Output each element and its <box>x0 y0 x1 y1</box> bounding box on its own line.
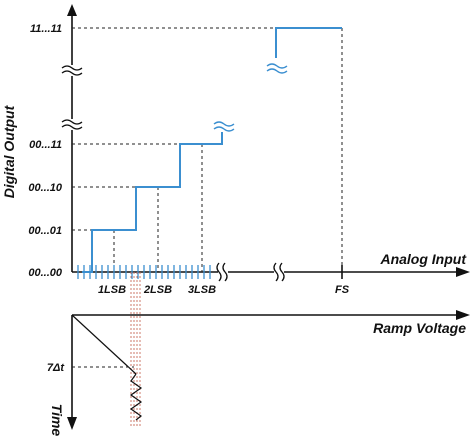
code-label-00-10: 00...10 <box>28 182 63 194</box>
ramp-line <box>71 314 137 375</box>
staircase-break-marks <box>213 121 235 132</box>
digital-output-codes: 00...00 00...01 00...10 00...11 11...11 <box>28 23 63 279</box>
x-axis-arrowhead <box>456 267 470 277</box>
tick-label-3lsb: 3LSB <box>188 284 216 296</box>
y-axis-break-upper <box>61 65 83 76</box>
digital-output-axis <box>61 4 83 272</box>
y-axis-break-lower <box>61 119 83 130</box>
time-axis-title: Time <box>49 404 65 437</box>
comparison-marker-lines <box>130 272 141 426</box>
code-label-11-11: 11...11 <box>30 23 62 35</box>
full-scale-break-marks <box>266 63 288 74</box>
analog-input-ticks: 1LSB 2LSB 3LSB FS <box>98 284 350 296</box>
ramp-zigzag <box>129 373 143 421</box>
clock-ticks <box>77 265 211 279</box>
transfer-curve <box>82 27 342 273</box>
code-label-00-00: 00...00 <box>28 267 63 279</box>
step-time-label: 7Δt <box>47 362 66 374</box>
transfer-staircase <box>82 132 223 273</box>
tick-label-fs: FS <box>335 284 350 296</box>
ramp-axis-arrowhead <box>456 310 470 320</box>
y-axis-title: Digital Output <box>1 104 17 198</box>
x-axis-title: Analog Input <box>379 251 467 267</box>
ramp-voltage-title: Ramp Voltage <box>373 320 466 336</box>
time-axis-arrowhead <box>67 417 77 430</box>
transfer-plot: 00...00 00...01 00...10 00...11 11...11 … <box>1 4 470 296</box>
guide-lines <box>72 27 343 272</box>
tick-label-2lsb: 2LSB <box>143 284 172 296</box>
x-axis-break-right <box>273 262 285 282</box>
y-axis-arrowhead <box>67 4 77 16</box>
code-label-00-01: 00...01 <box>28 225 62 237</box>
ramp-plot: 7Δt Ramp Voltage Time <box>47 272 470 436</box>
x-axis-break-left <box>216 262 228 282</box>
tick-label-1lsb: 1LSB <box>98 284 126 296</box>
full-scale-step <box>275 27 342 58</box>
code-label-00-11: 00...11 <box>29 139 62 151</box>
